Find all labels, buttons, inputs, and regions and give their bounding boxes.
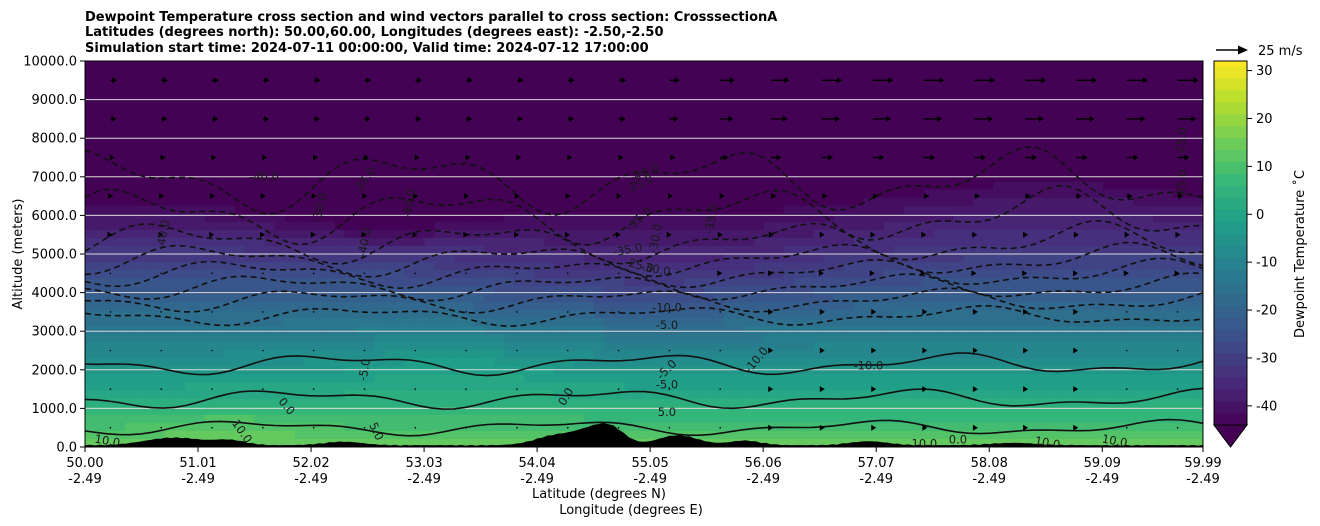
contour-label: -40.0 — [355, 226, 374, 258]
x-tick-label-lon: -2.49 — [859, 472, 893, 487]
x-tick-label-lat: 59.09 — [1084, 456, 1121, 471]
y-tick-label: 10000.0 — [23, 55, 77, 70]
title-line-3: Simulation start time: 2024-07-11 00:00:… — [85, 41, 649, 56]
y-axis: 0.0 1000.0 2000.0 3000.0 4000.0 5000.0 6000.0 7… — [23, 55, 85, 456]
colorbar-tick-label: -30 — [1256, 351, 1277, 366]
gridlines — [85, 61, 1203, 447]
contour-label: 0.0 — [949, 433, 967, 447]
x-tick-label-lon: -2.49 — [407, 472, 441, 487]
contour-label: 10.0 — [1034, 434, 1062, 452]
x-tick-label-lat: 50.00 — [66, 456, 103, 471]
x-tick-label-lat: 59.99 — [1184, 456, 1221, 471]
x-tick-label-lon: -2.49 — [68, 472, 102, 487]
contour-label: 5.0 — [658, 405, 676, 419]
terrain — [85, 422, 1203, 447]
colorbar: -40 -30 -20 -10 0 10 20 30 — [1213, 60, 1277, 448]
dewpoint-field — [85, 61, 1203, 447]
contour-label: -5.0 — [656, 378, 678, 392]
quiver-key-label: 25 m/s — [1258, 44, 1303, 59]
y-tick-label: 0.0 — [56, 441, 77, 456]
contour-label: -25.0 — [1173, 127, 1190, 158]
x-axis-label-longitude: Longitude (degrees E) — [559, 503, 703, 518]
colorbar-tick-label: 20 — [1256, 112, 1273, 127]
title-line-2: Latitudes (degrees north): 50.00,60.00, … — [85, 25, 664, 40]
colorbar-tick-label: 30 — [1256, 64, 1273, 79]
x-tick-label-lon: -2.49 — [633, 472, 667, 487]
contour-label: -30.0 — [646, 223, 665, 255]
y-tick-label: 9000.0 — [32, 93, 78, 108]
x-axis: 50.00-2.4951.01-2.4952.02-2.4953.03-2.49… — [66, 447, 1222, 487]
x-tick-label-lat: 51.01 — [179, 456, 216, 471]
contour-label: 10.0 — [912, 436, 938, 450]
x-tick-label-lon: -2.49 — [1186, 472, 1220, 487]
title-line-1: Dewpoint Temperature cross section and w… — [85, 10, 777, 25]
contour-label: -5.0 — [656, 318, 678, 332]
x-axis-label-latitude: Latitude (degrees N) — [532, 487, 666, 502]
contour-labels: -40.0-40.0-30.0-35.0-40.0-40.0-40.0-35.0… — [94, 127, 1190, 452]
contour-label: -35.0 — [1173, 169, 1190, 200]
contour-label: -35.0 — [612, 240, 644, 259]
contour-label: -10.0 — [652, 301, 682, 315]
contour-label: -30.0 — [640, 259, 672, 278]
x-tick-label-lon: -2.49 — [294, 472, 328, 487]
x-tick-label-lon: -2.49 — [520, 472, 554, 487]
x-tick-label-lat: 57.07 — [858, 456, 895, 471]
contour-label: 10.0 — [94, 432, 122, 450]
y-tick-label: 5000.0 — [32, 248, 78, 263]
y-tick-label: 6000.0 — [32, 209, 78, 224]
colorbar-tick-label: -10 — [1256, 256, 1277, 271]
y-tick-label: 7000.0 — [32, 170, 78, 185]
colorbar-tick-label: -20 — [1256, 304, 1277, 319]
colorbar-tick-label: -40 — [1256, 399, 1277, 414]
y-tick-label: 4000.0 — [32, 286, 78, 301]
quiver-key-arrowhead — [1238, 45, 1248, 55]
y-tick-label: 1000.0 — [32, 402, 78, 417]
x-tick-label-lat: 58.08 — [971, 456, 1008, 471]
contour-label: 10.0 — [1101, 432, 1129, 450]
x-tick-label-lat: 54.04 — [519, 456, 556, 471]
y-tick-label: 3000.0 — [32, 325, 78, 340]
plot-area: -40.0-40.0-30.0-35.0-40.0-40.0-40.0-35.0… — [84, 60, 1204, 452]
contour-label: -40.0 — [153, 219, 172, 251]
contour-label: -5.0 — [355, 357, 373, 382]
quiver-key: 25 m/s — [1216, 44, 1303, 59]
wind-vectors — [107, 77, 1199, 431]
colorbar-label: Dewpoint Temperature ˚C — [1292, 170, 1308, 338]
x-tick-label-lat: 53.03 — [405, 456, 442, 471]
x-tick-label-lat: 55.05 — [632, 456, 669, 471]
y-tick-label: 2000.0 — [32, 363, 78, 378]
x-tick-label-lon: -2.49 — [746, 472, 780, 487]
x-tick-label-lon: -2.49 — [1085, 472, 1119, 487]
x-tick-label-lat: 56.06 — [745, 456, 782, 471]
x-tick-label-lat: 52.02 — [292, 456, 329, 471]
contour-label: -40.0 — [400, 188, 419, 220]
x-tick-label-lon: -2.49 — [972, 472, 1006, 487]
y-tick-label: 8000.0 — [32, 132, 78, 147]
contour-label: -35.0 — [702, 203, 721, 235]
contour-lines — [85, 146, 1203, 437]
chart-title: Dewpoint Temperature cross section and w… — [85, 10, 777, 56]
colorbar-tick-label: 10 — [1256, 160, 1273, 175]
colorbar-tick-label: 0 — [1256, 208, 1264, 223]
x-tick-label-lon: -2.49 — [181, 472, 215, 487]
contour-label: -40.0 — [249, 169, 279, 183]
y-axis-label: Altitude (meters) — [11, 199, 26, 310]
contour-label: -10.0 — [854, 358, 884, 372]
